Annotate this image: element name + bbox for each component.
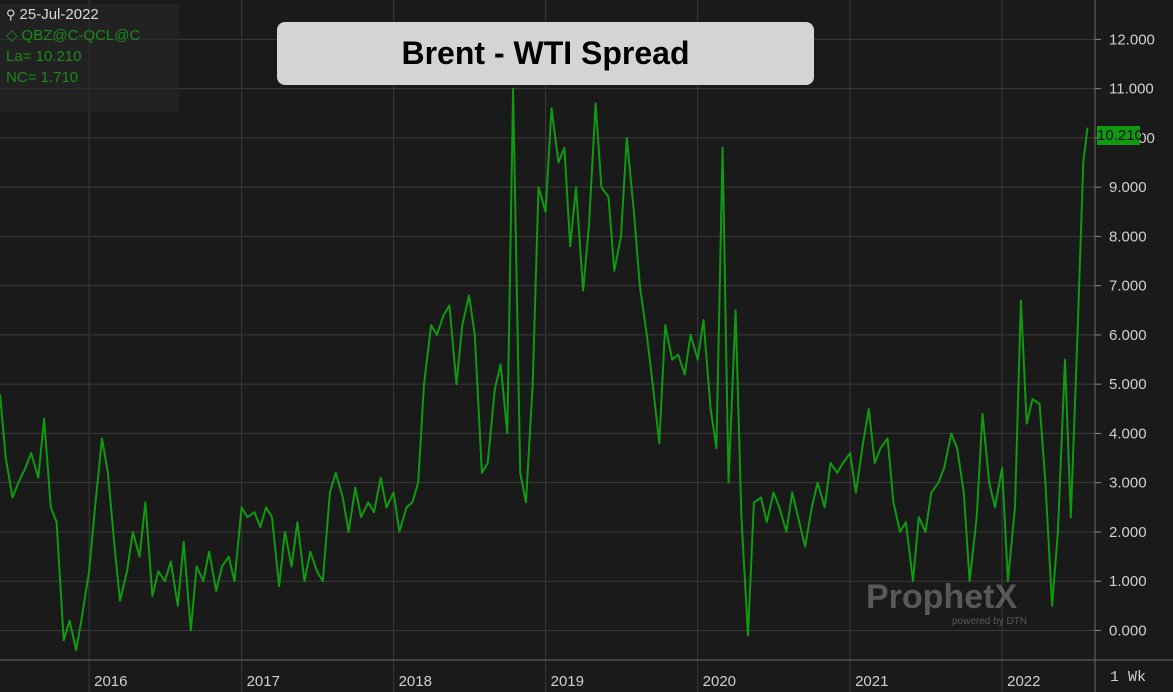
y-tick-label: 2.000 [1109,524,1147,541]
x-gridlines [88,0,1003,692]
prophetx-watermark: ProphetX powered by DTN [866,578,1056,634]
y-tick-label: 5.000 [1109,376,1147,393]
y-tick-label: 9.000 [1109,179,1147,196]
y-axis-ticks: 0.000 1.000 2.000 3.000 4.000 5.000 6.000 7.000… [1095,31,1155,639]
y-tick-label: 8.000 [1109,228,1147,245]
watermark-brand: ProphetX [866,578,1018,616]
info-net-change: NC= 1.710 [6,69,79,86]
y-tick-label: 6.000 [1109,327,1147,344]
info-symbol: QBZ@C-QCL@C [21,27,141,44]
y-tick-label: 3.000 [1109,475,1147,492]
y-tick-label: 12.000 [1109,31,1155,48]
y-tick-label: 11.000 [1109,81,1154,98]
y-tick-label: 1.000 [1109,573,1147,590]
x-axis-ticks: 2016 2017 2018 2019 2020 2021 2022 [94,673,1040,690]
y-tick-label: 4.000 [1109,425,1147,442]
x-tick-label: 2016 [94,673,127,690]
spread-series-line [0,87,1089,652]
x-tick-label: 2017 [247,673,280,690]
period-label[interactable]: 1 Wk [1110,669,1146,686]
info-last: La= 10.210 [6,48,82,65]
magnifier-icon[interactable]: ⚲ [6,7,16,22]
watermark-sub: powered by DTN [952,616,1028,627]
chart-title: Brent - WTI Spread [277,22,814,85]
y-tick-label: 0.000 [1109,622,1147,639]
x-tick-label: 2021 [855,673,888,690]
x-tick-label: 2022 [1007,673,1040,690]
diamond-icon: ◇ [6,27,18,44]
info-panel: ⚲ 25-Jul-2022 ◇ QBZ@C-QCL@C La= 10.210 NC=… [0,4,179,112]
info-date: 25-Jul-2022 [19,6,99,23]
x-tick-label: 2020 [703,673,736,690]
last-value-badge: 10.210 [1097,126,1143,145]
x-tick-label: 2019 [551,673,584,690]
y-tick-label: 7.000 [1109,278,1147,295]
x-tick-label: 2018 [399,673,432,690]
